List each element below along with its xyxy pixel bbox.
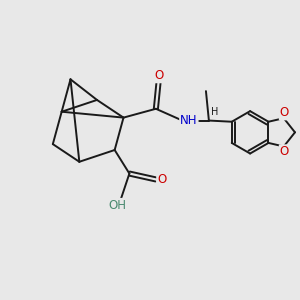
Text: H: H [211,107,218,117]
Text: O: O [280,106,289,119]
Text: O: O [157,173,167,186]
Text: OH: OH [109,199,127,212]
Text: O: O [280,145,289,158]
Text: O: O [154,69,164,82]
Text: NH: NH [180,114,198,127]
